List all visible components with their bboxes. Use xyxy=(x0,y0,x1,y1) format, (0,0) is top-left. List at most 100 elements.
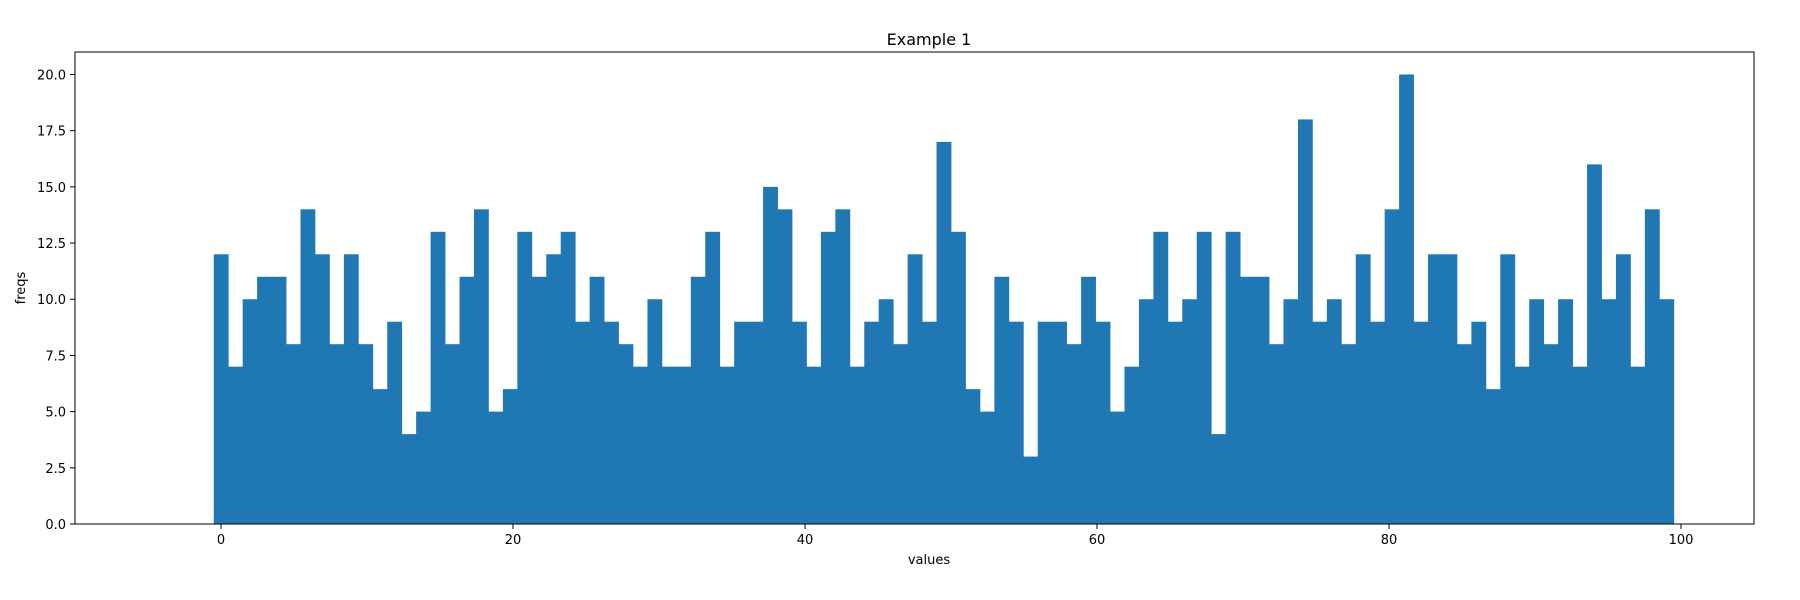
bar-51 xyxy=(951,231,966,525)
bar-14 xyxy=(416,411,432,524)
bar-23 xyxy=(546,254,562,525)
bar-71 xyxy=(1240,276,1255,524)
bar-55 xyxy=(1008,321,1024,524)
bar-92 xyxy=(1543,344,1559,524)
bar-42 xyxy=(820,231,836,525)
bars-group xyxy=(213,74,1675,525)
bar-85 xyxy=(1442,254,1458,525)
bar-100 xyxy=(1659,299,1675,524)
bar-78 xyxy=(1341,344,1357,524)
bar-21 xyxy=(517,231,533,525)
bar-50 xyxy=(936,141,952,524)
bar-66 xyxy=(1167,321,1183,524)
x-tick-label: 80 xyxy=(1381,533,1398,548)
x-tick-label: 40 xyxy=(797,533,814,548)
bar-94 xyxy=(1572,366,1588,524)
bar-41 xyxy=(806,366,822,524)
bar-96 xyxy=(1601,299,1617,524)
bar-44 xyxy=(849,366,865,524)
bar-91 xyxy=(1529,299,1545,524)
bar-52 xyxy=(965,389,981,524)
bar-49 xyxy=(922,321,937,524)
bar-63 xyxy=(1124,366,1140,524)
x-tick-label: 20 xyxy=(505,533,522,548)
bar-62 xyxy=(1110,411,1125,524)
bar-99 xyxy=(1644,209,1660,525)
bar-93 xyxy=(1558,299,1573,524)
x-tick-label: 100 xyxy=(1669,533,1694,548)
bar-33 xyxy=(690,276,706,524)
bar-15 xyxy=(430,231,446,525)
bar-46 xyxy=(878,299,894,524)
bar-67 xyxy=(1182,299,1198,524)
bar-69 xyxy=(1211,434,1227,524)
bar-58 xyxy=(1052,321,1068,524)
bar-26 xyxy=(589,276,605,524)
bar-31 xyxy=(661,366,677,524)
y-tick-label: 15.0 xyxy=(37,181,66,196)
bar-35 xyxy=(719,366,735,524)
bar-9 xyxy=(343,254,359,525)
bar-82 xyxy=(1399,74,1414,524)
bar-36 xyxy=(734,321,750,524)
bar-30 xyxy=(647,299,663,524)
bar-56 xyxy=(1023,456,1039,524)
x-tick-label: 60 xyxy=(1089,533,1106,548)
bar-27 xyxy=(604,321,619,524)
bar-61 xyxy=(1095,321,1111,524)
bar-10 xyxy=(358,344,374,524)
y-axis-label: freqs xyxy=(14,271,29,304)
bar-60 xyxy=(1081,276,1096,524)
bar-73 xyxy=(1269,344,1284,524)
bar-47 xyxy=(893,344,909,524)
bar-98 xyxy=(1630,366,1646,524)
bar-12 xyxy=(387,321,403,524)
bar-72 xyxy=(1254,276,1270,524)
bar-80 xyxy=(1370,321,1386,524)
bar-22 xyxy=(531,276,547,524)
bar-81 xyxy=(1384,209,1400,525)
bar-54 xyxy=(994,276,1010,524)
bar-39 xyxy=(777,209,793,525)
bar-8 xyxy=(329,344,345,524)
bar-53 xyxy=(979,411,995,524)
bar-18 xyxy=(473,209,489,525)
bar-86 xyxy=(1456,344,1472,524)
x-axis: 0 20 40 60 80 100 xyxy=(217,524,1694,548)
bar-75 xyxy=(1297,119,1313,524)
bar-25 xyxy=(575,321,591,524)
bar-59 xyxy=(1066,344,1082,524)
bar-34 xyxy=(705,231,721,525)
bar-57 xyxy=(1037,321,1053,524)
bar-0 xyxy=(213,254,229,525)
bar-19 xyxy=(488,411,504,524)
bar-7 xyxy=(314,254,330,525)
bar-70 xyxy=(1225,231,1241,525)
chart-title: Example 1 xyxy=(887,30,972,49)
bar-5 xyxy=(286,344,301,524)
bar-3 xyxy=(257,276,272,524)
bar-77 xyxy=(1326,299,1342,524)
y-tick-label: 7.5 xyxy=(45,349,66,364)
y-tick-label: 5.0 xyxy=(45,406,66,421)
bar-11 xyxy=(372,389,388,524)
bar-17 xyxy=(459,276,475,524)
bar-65 xyxy=(1153,231,1169,525)
bar-87 xyxy=(1471,321,1487,524)
bar-24 xyxy=(560,231,576,525)
bar-43 xyxy=(835,209,851,525)
bar-40 xyxy=(791,321,807,524)
y-tick-label: 12.5 xyxy=(37,237,66,252)
y-tick-label: 17.5 xyxy=(37,125,66,140)
y-tick-label: 2.5 xyxy=(45,462,66,477)
x-axis-label: values xyxy=(908,553,951,568)
y-tick-label: 20.0 xyxy=(37,68,66,83)
bar-84 xyxy=(1428,254,1443,525)
y-tick-label: 0.0 xyxy=(45,518,66,533)
bar-32 xyxy=(676,366,692,524)
bar-90 xyxy=(1514,366,1530,524)
bar-29 xyxy=(632,366,648,524)
bar-38 xyxy=(763,186,778,524)
plot-frame xyxy=(74,51,1755,525)
